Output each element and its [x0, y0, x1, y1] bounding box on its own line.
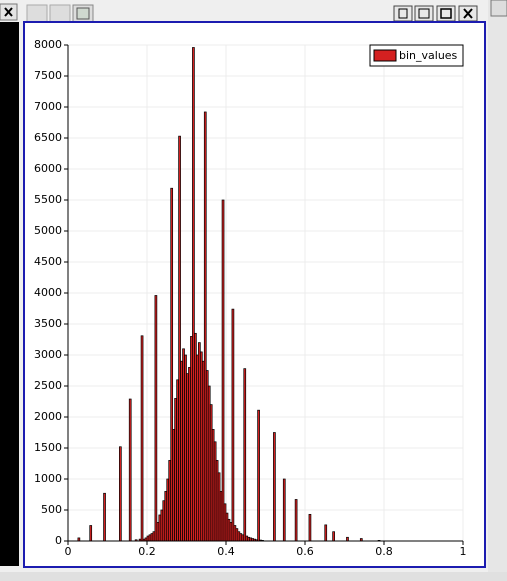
- plot: 0 500 1000 1500 2000 2500 3000 3500 4000 4500 5000…: [34, 38, 467, 558]
- bar: [257, 409, 260, 542]
- x-tick-label: 0.6: [296, 545, 314, 558]
- y-tick-label: 4000: [34, 286, 62, 299]
- y-tick-label: 6000: [34, 162, 62, 175]
- y-tick-label: 500: [41, 503, 62, 516]
- bar: [118, 446, 122, 542]
- legend-swatch: [373, 49, 397, 62]
- bar: [231, 308, 235, 542]
- bar: [89, 525, 93, 542]
- bar: [128, 398, 132, 542]
- y-tick-label: 3500: [34, 317, 62, 330]
- x-tick-label: 0.8: [375, 545, 393, 558]
- bar: [140, 335, 144, 542]
- x-tick-label: 0.2: [138, 545, 156, 558]
- bottom-bar: [0, 572, 507, 581]
- bar: [346, 536, 349, 542]
- y-tick-label: 2500: [34, 379, 62, 392]
- icon: [398, 8, 408, 19]
- bar: [332, 531, 335, 542]
- y-tick-label: 0: [55, 534, 62, 547]
- bar: [273, 432, 276, 542]
- y-tick-label: 3000: [34, 348, 62, 361]
- close-button[interactable]: [490, 0, 507, 17]
- icon: [463, 8, 473, 19]
- y-tick-label: 2000: [34, 410, 62, 423]
- bar: [282, 478, 286, 542]
- y-tick-label: 4500: [34, 255, 62, 268]
- bar: [154, 295, 158, 542]
- y-tick-label: 8000: [34, 38, 62, 51]
- x-tick-label: 0: [65, 545, 72, 558]
- bar: [103, 492, 106, 542]
- left-panel: [0, 22, 19, 566]
- bar: [221, 199, 225, 542]
- toolbar-button[interactable]: [26, 4, 48, 23]
- bar: [324, 524, 328, 542]
- icon: [418, 8, 430, 19]
- y-tick-label: 5000: [34, 224, 62, 237]
- icon: [440, 8, 452, 19]
- split-v-button[interactable]: [414, 5, 434, 22]
- close-icon: [4, 7, 13, 17]
- y-tick-label: 6500: [34, 131, 62, 144]
- chart-frame: [23, 21, 486, 568]
- y-tick-label: 7000: [34, 100, 62, 113]
- y-tick-label: 1000: [34, 472, 62, 485]
- y-tick-label: 5500: [34, 193, 62, 206]
- toolbar-icon: [76, 7, 90, 20]
- right-panel: [488, 0, 507, 581]
- x-tick-label: 1: [460, 545, 467, 558]
- toolbar-button[interactable]: [49, 4, 71, 23]
- split-h-button[interactable]: [393, 5, 413, 22]
- bar: [243, 368, 247, 542]
- y-tick-label: 1500: [34, 441, 62, 454]
- x-tick-label: 0.4: [217, 545, 235, 558]
- bar: [294, 499, 298, 542]
- legend-label: bin_values: [399, 49, 458, 62]
- y-tick-label: 7500: [34, 69, 62, 82]
- bar: [308, 513, 312, 542]
